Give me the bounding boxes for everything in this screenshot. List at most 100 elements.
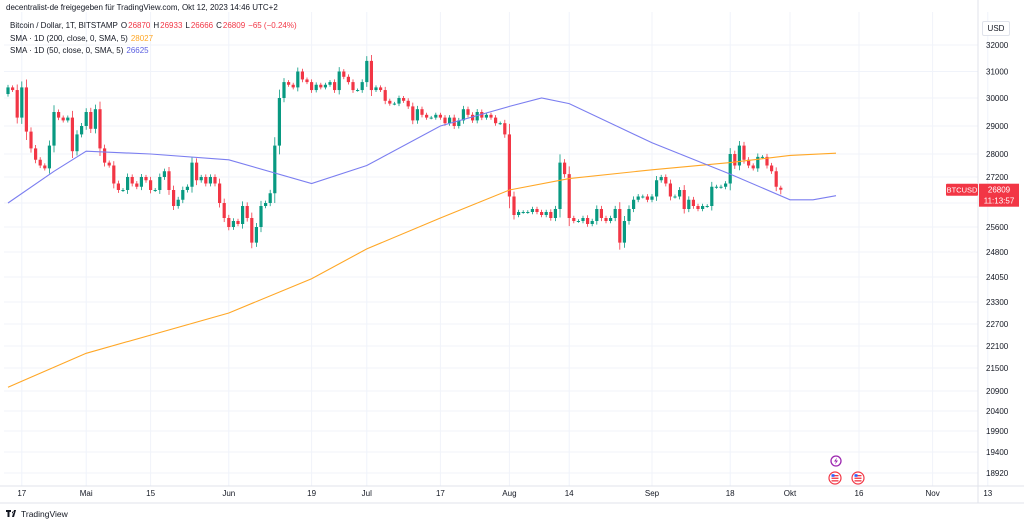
y-tick-label: 32000 — [986, 41, 1009, 50]
legend-sma200-label: SMA · 1D (200, close, 0, SMA, 5) — [10, 33, 128, 43]
candle-body — [553, 209, 557, 218]
y-tick-label: 24050 — [986, 273, 1009, 282]
y-tick-label: 27200 — [986, 173, 1009, 182]
legend-open-label: O — [120, 21, 128, 30]
legend-high-value: 26933 — [160, 21, 183, 30]
candle-body — [756, 156, 760, 169]
candle-body — [93, 109, 97, 129]
candle-body — [126, 177, 130, 190]
candle-body — [365, 60, 369, 83]
tradingview-logo-icon — [6, 509, 16, 517]
candle-body — [710, 186, 714, 206]
candle-body — [103, 148, 107, 163]
candle-body — [273, 145, 277, 194]
candle-body — [227, 218, 231, 227]
candle-body — [181, 190, 185, 200]
candle-body — [507, 134, 511, 197]
candle-body — [503, 123, 507, 135]
us-flag-stripe-icon — [831, 475, 839, 477]
x-tick-label: 15 — [146, 489, 155, 498]
candle-body — [282, 82, 286, 98]
candle-body — [484, 114, 488, 118]
candle-body — [673, 196, 677, 198]
y-tick-label: 19900 — [986, 427, 1009, 436]
candle-body — [277, 98, 281, 146]
x-tick-label: 14 — [565, 489, 574, 498]
y-tick-label: 22700 — [986, 320, 1009, 329]
candle-body — [291, 84, 295, 88]
candle-body — [576, 221, 580, 222]
candle-body — [737, 145, 741, 166]
candle-body — [310, 82, 314, 91]
candle-body — [438, 114, 442, 118]
legend-sma50-value: 26625 — [126, 46, 149, 55]
candle-body — [622, 221, 626, 243]
candle-body — [121, 190, 125, 191]
candle-body — [328, 82, 332, 85]
candle-body — [116, 183, 120, 190]
candle-body — [397, 98, 401, 104]
y-tick-label: 25600 — [986, 223, 1009, 232]
candle-body — [544, 212, 548, 215]
candle-body — [66, 117, 70, 121]
candle-body — [581, 218, 585, 221]
candle-body — [139, 177, 143, 187]
candle-body — [75, 134, 79, 152]
x-tick-label: 13 — [983, 489, 992, 498]
candle-body — [701, 206, 705, 209]
candle-body — [34, 148, 38, 160]
candle-body — [89, 112, 93, 129]
candle-body — [751, 165, 755, 169]
candle-body — [287, 82, 291, 85]
candle-body — [162, 171, 166, 177]
y-tick-label: 31000 — [986, 68, 1009, 77]
candle-body — [604, 218, 608, 221]
chart-attribution: decentralist-de freigegeben für TradingV… — [6, 3, 278, 12]
candle-body — [360, 82, 364, 91]
candle-body — [457, 120, 461, 126]
candle-body — [241, 206, 245, 224]
candle-body — [659, 177, 663, 181]
candle-body — [333, 82, 337, 91]
y-tick-label: 19400 — [986, 448, 1009, 457]
candle-body — [429, 117, 433, 119]
candle-body — [52, 112, 56, 146]
legend-open-value: 26870 — [128, 21, 151, 30]
candle-body — [98, 109, 102, 149]
us-flag-canton-icon — [854, 474, 858, 477]
legend-sma50-label: SMA · 1D (50, close, 0, SMA, 5) — [10, 46, 124, 55]
candle-body — [586, 218, 590, 224]
legend-close-label: C — [216, 21, 222, 30]
legend-sma200-value: 28027 — [130, 33, 154, 43]
candle-body — [112, 165, 116, 184]
candle-body — [135, 183, 139, 187]
y-tick-label: 20400 — [986, 407, 1009, 416]
candle-body — [526, 212, 530, 213]
candle-body — [434, 114, 438, 118]
candle-body — [540, 212, 544, 215]
candle-body — [770, 165, 774, 172]
candle-body — [70, 117, 74, 152]
candle-body — [742, 145, 746, 160]
us-flag-canton-icon — [831, 474, 835, 477]
candle-body — [609, 218, 613, 221]
candle-body — [153, 190, 157, 191]
sma-50-line — [7, 97, 837, 204]
legend-sma50-row: SMA · 1D (50, close, 0, SMA, 5) 26625 — [10, 45, 297, 58]
candle-body — [627, 209, 631, 221]
us-flag-stripe-icon — [831, 480, 839, 482]
candle-body — [645, 196, 649, 200]
x-tick-label: 17 — [17, 489, 26, 498]
candle-body — [650, 196, 654, 200]
legend-low-label: L — [185, 21, 190, 30]
candle-body — [714, 186, 718, 188]
x-tick-label: Aug — [502, 489, 516, 498]
candle-body — [682, 190, 686, 209]
candle-body — [383, 90, 387, 101]
currency-button[interactable]: USD — [982, 21, 1010, 36]
legend-change: −65 (−0.24%) — [248, 21, 297, 30]
candle-body — [747, 159, 751, 166]
candle-body — [517, 212, 521, 215]
candle-body — [549, 212, 553, 218]
